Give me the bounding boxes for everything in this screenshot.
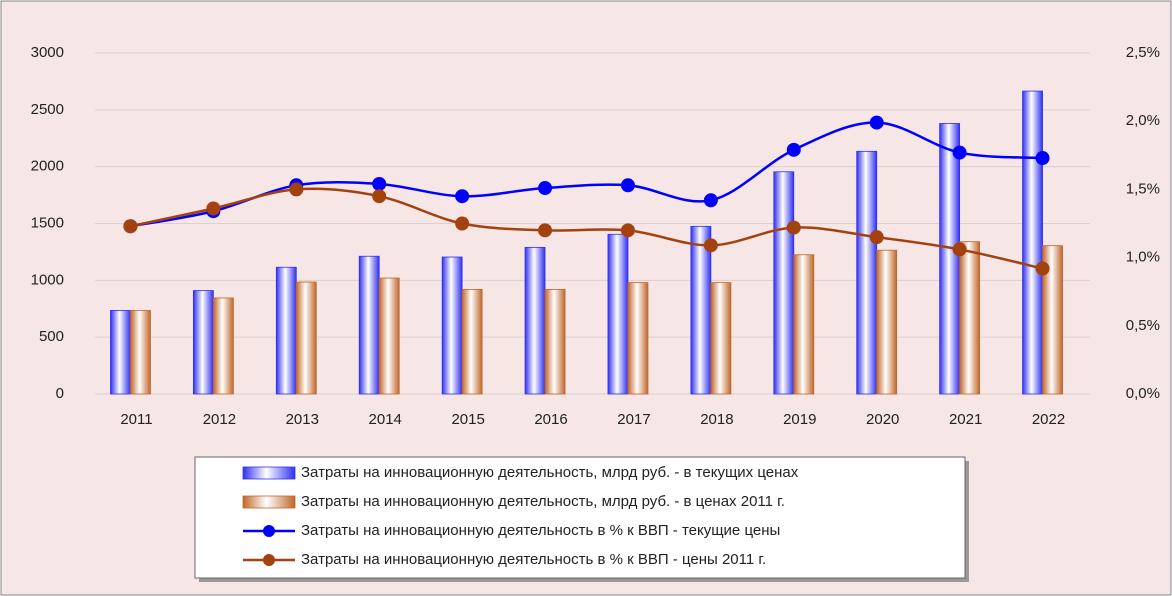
y2-tick-label: 1,0% [1126, 249, 1160, 266]
x-tick-label: 2019 [783, 411, 816, 428]
legend-swatch [263, 554, 275, 566]
bar [358, 255, 380, 395]
line-marker [1035, 261, 1050, 276]
y-tick-label: 2500 [31, 101, 64, 118]
y2-tick-label: 0,0% [1126, 385, 1160, 402]
bar [1022, 90, 1043, 395]
y-tick-label: 1000 [31, 271, 64, 288]
line-marker [952, 145, 967, 160]
bar [627, 282, 649, 395]
legend-label: Затраты на инновационную деятельность, м… [301, 493, 785, 510]
line-marker [372, 189, 387, 204]
legend-swatch [263, 525, 275, 537]
bar [959, 241, 981, 395]
x-tick-label: 2017 [617, 411, 650, 428]
x-tick-label: 2015 [451, 411, 484, 428]
line-marker [952, 242, 967, 257]
line-marker [620, 223, 635, 238]
bar [710, 282, 732, 395]
legend-label: Затраты на инновационную деятельность в … [301, 522, 780, 539]
line-marker [372, 176, 387, 191]
y-tick-label: 500 [39, 328, 64, 345]
line-marker [1035, 151, 1050, 166]
bar [275, 266, 297, 395]
bar [295, 281, 317, 395]
y2-tick-label: 1,5% [1126, 180, 1160, 197]
legend-swatch [242, 466, 296, 480]
bar [461, 289, 483, 395]
bar [876, 249, 898, 395]
line-marker [538, 223, 553, 238]
bar [773, 171, 795, 395]
line-marker [869, 115, 884, 130]
bar [856, 150, 878, 395]
x-tick-label: 2021 [949, 411, 982, 428]
bar [441, 256, 463, 395]
bar [192, 290, 214, 395]
line-marker [703, 193, 718, 208]
line-marker [786, 142, 801, 157]
bar [130, 310, 151, 395]
line-marker [206, 201, 221, 216]
bar [544, 289, 566, 395]
line-marker [455, 216, 470, 231]
x-tick-label: 2016 [534, 411, 567, 428]
x-tick-label: 2022 [1032, 411, 1065, 428]
bar [607, 233, 629, 395]
bar [378, 277, 400, 395]
line-marker [786, 220, 801, 235]
bar [793, 254, 815, 395]
x-tick-label: 2013 [286, 411, 319, 428]
bar [110, 310, 131, 395]
legend-label: Затраты на инновационную деятельность, м… [301, 464, 799, 481]
x-tick-label: 2018 [700, 411, 733, 428]
x-tick-label: 2014 [369, 411, 402, 428]
y-tick-label: 2000 [31, 158, 64, 175]
legend-label: Затраты на инновационную деятельность в … [301, 551, 766, 568]
line-marker [620, 178, 635, 193]
x-tick-label: 2020 [866, 411, 899, 428]
line-marker [869, 230, 884, 245]
y2-tick-label: 2,5% [1126, 44, 1160, 61]
y-tick-label: 1500 [31, 214, 64, 231]
bar [212, 297, 234, 395]
y2-tick-label: 2,0% [1126, 112, 1160, 129]
line [130, 187, 1043, 270]
legend [194, 456, 966, 579]
y-tick-label: 3000 [31, 44, 64, 61]
line-marker [123, 219, 138, 234]
x-tick-label: 2012 [203, 411, 236, 428]
y-tick-label: 0 [56, 385, 64, 402]
bar [524, 246, 546, 395]
legend-swatch [242, 495, 296, 509]
line-marker [455, 189, 470, 204]
x-tick-label: 2011 [120, 411, 152, 428]
bar [939, 123, 961, 395]
line-marker [538, 181, 553, 196]
line-marker [289, 182, 304, 197]
bar [1042, 245, 1063, 395]
y2-tick-label: 0,5% [1126, 317, 1160, 334]
line-marker [703, 238, 718, 253]
